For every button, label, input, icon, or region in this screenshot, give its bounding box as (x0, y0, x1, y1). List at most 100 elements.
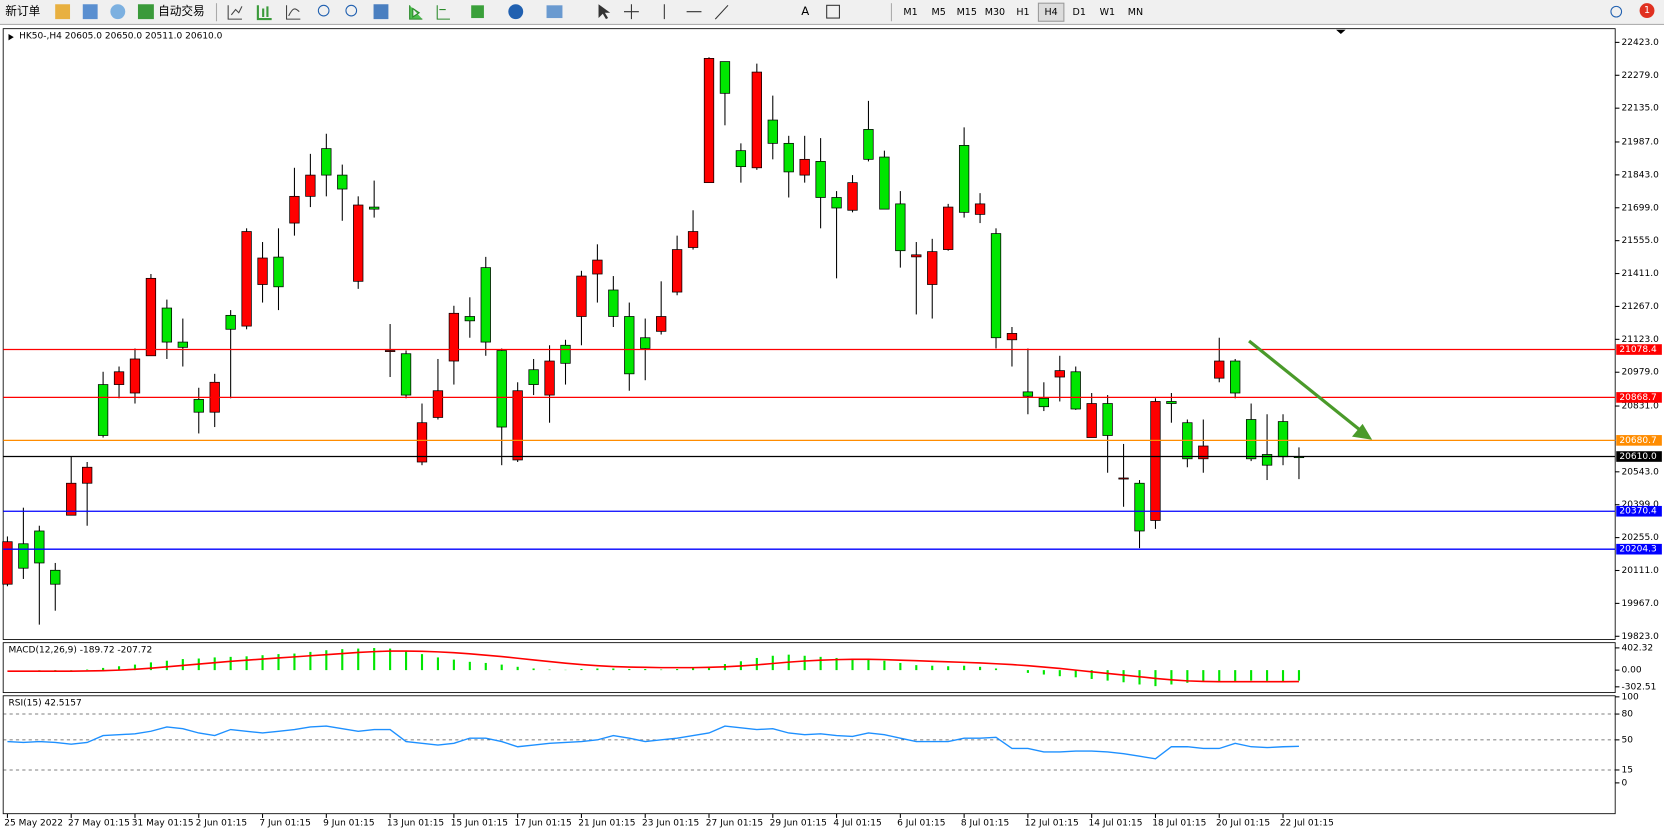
y-tick-label: 20111.0 (1622, 566, 1660, 576)
candle-body (113, 371, 125, 385)
timeframe-button[interactable]: H1 (1016, 7, 1029, 18)
candle-body (2, 541, 13, 585)
candle-body (321, 148, 332, 176)
y-tick-label: 0 (1622, 778, 1628, 788)
candle-body (1006, 333, 1018, 341)
candle-body (1070, 371, 1081, 410)
bar-chart-icon[interactable] (227, 5, 243, 20)
candle-body (384, 350, 396, 352)
notification-badge[interactable] (1639, 3, 1655, 19)
candle-body (799, 158, 810, 176)
candle-body (432, 390, 444, 418)
search-icon[interactable] (1610, 5, 1623, 18)
candle-body (337, 174, 348, 190)
price-panel (2, 28, 1616, 640)
candle-body (1214, 360, 1225, 379)
indicators-icon[interactable] (471, 5, 484, 19)
x-tick-label: 13 Jun 01:15 (387, 819, 444, 829)
candle-body (177, 341, 188, 348)
toolbar-bg (0, 0, 1664, 25)
candle-body (193, 399, 204, 413)
crosshair-icon[interactable] (624, 4, 639, 20)
candle-body (34, 530, 45, 564)
candle-body (1038, 397, 1049, 408)
x-tick-label: 7 Jun 01:15 (259, 819, 311, 829)
timeframe-button[interactable]: D1 (1073, 7, 1086, 18)
label-tool[interactable] (826, 4, 840, 19)
timeframe-button[interactable]: W1 (1100, 7, 1116, 18)
notification-count: 1 (1644, 5, 1650, 16)
price-level-label: 20680.7 (1619, 436, 1656, 446)
candle-body (129, 358, 141, 394)
candle-body (1054, 370, 1065, 378)
candle-body (624, 316, 635, 375)
y-tick-label: 20543.0 (1622, 467, 1660, 477)
candle-body (66, 482, 77, 516)
candle-body (464, 316, 475, 322)
tile-icon[interactable] (373, 4, 389, 20)
price-level-label: 20868.7 (1619, 393, 1656, 403)
candle-body (656, 316, 667, 332)
zoom-out[interactable] (345, 4, 358, 17)
candle-body (241, 231, 252, 327)
new-order-button[interactable]: 新订单 (5, 4, 40, 18)
price-level-tag (1616, 543, 1662, 555)
candle-body (863, 129, 874, 160)
timeframe-button[interactable]: M1 (903, 7, 917, 18)
candle-body (369, 206, 380, 210)
icon[interactable] (82, 4, 98, 20)
timeframe-button[interactable]: M5 (932, 7, 946, 18)
candle-body (974, 203, 986, 215)
y-tick-label: 22135.0 (1622, 104, 1660, 114)
candle-body (480, 267, 491, 343)
timeframe-button[interactable]: MN (1128, 7, 1143, 18)
draw-tools[interactable] (663, 4, 729, 20)
candle-body (783, 142, 794, 173)
zoom-in[interactable] (317, 4, 330, 17)
candle-body (1245, 419, 1257, 460)
text-tool[interactable]: A (801, 4, 809, 18)
shift-icon[interactable] (436, 5, 450, 20)
y-tick-label: -302.51 (1622, 682, 1657, 692)
candle-icon[interactable] (256, 5, 272, 21)
y-tick-label: 20831.0 (1622, 402, 1660, 412)
candle-body (847, 182, 858, 211)
panel-title: MACD(12,26,9) -189.72 -207.72 (8, 646, 152, 656)
x-tick-label: 4 Jul 01:15 (833, 819, 881, 829)
arrow-line (1248, 339, 1363, 433)
icon[interactable] (55, 4, 71, 20)
scroll-icon[interactable] (409, 5, 423, 20)
x-tick-label: 12 Jul 01:15 (1025, 819, 1079, 829)
timeframe-bar: M1 M5 M15 M30 H1 H4 D1 W1 MN (903, 2, 1143, 22)
candle-body (911, 254, 922, 258)
trend-arrow (1248, 339, 1373, 440)
price-level-tag (1616, 435, 1662, 446)
template-icon[interactable] (546, 5, 563, 19)
y-tick-label: 21267.0 (1622, 302, 1660, 312)
candle-body (1198, 445, 1209, 460)
y-tick-label: 15 (1622, 765, 1633, 775)
period-icon[interactable] (508, 4, 524, 20)
candle-body (703, 58, 715, 184)
cursor-icon[interactable] (598, 4, 611, 20)
x-tick-label: 27 Jun 01:15 (706, 819, 763, 829)
timeframe-button[interactable]: M15 (957, 7, 977, 18)
x-tick-label: 15 Jun 01:15 (451, 819, 508, 829)
candle-body (50, 569, 61, 585)
candle-body (1086, 403, 1097, 438)
price-level-tag (1616, 505, 1662, 517)
line-icon[interactable] (286, 5, 301, 20)
price-level-label: 20204.3 (1619, 545, 1657, 555)
candle-body (751, 71, 762, 169)
candle-body (671, 249, 683, 293)
candle-body (400, 353, 412, 396)
candle-body (82, 466, 93, 484)
auto-trading-icon[interactable] (137, 4, 154, 20)
timeframe-button[interactable]: M30 (985, 7, 1005, 18)
x-tick-label: 27 May 01:15 (68, 819, 130, 829)
icon[interactable] (110, 4, 126, 20)
auto-trading-button[interactable]: 自动交易 (158, 4, 205, 18)
panel-title: HK50-,H4 20605.0 20650.0 20511.0 20610.0 (19, 32, 223, 42)
timeframe-button[interactable]: H4 (1045, 7, 1058, 18)
y-tick-label: 21411.0 (1622, 269, 1660, 279)
